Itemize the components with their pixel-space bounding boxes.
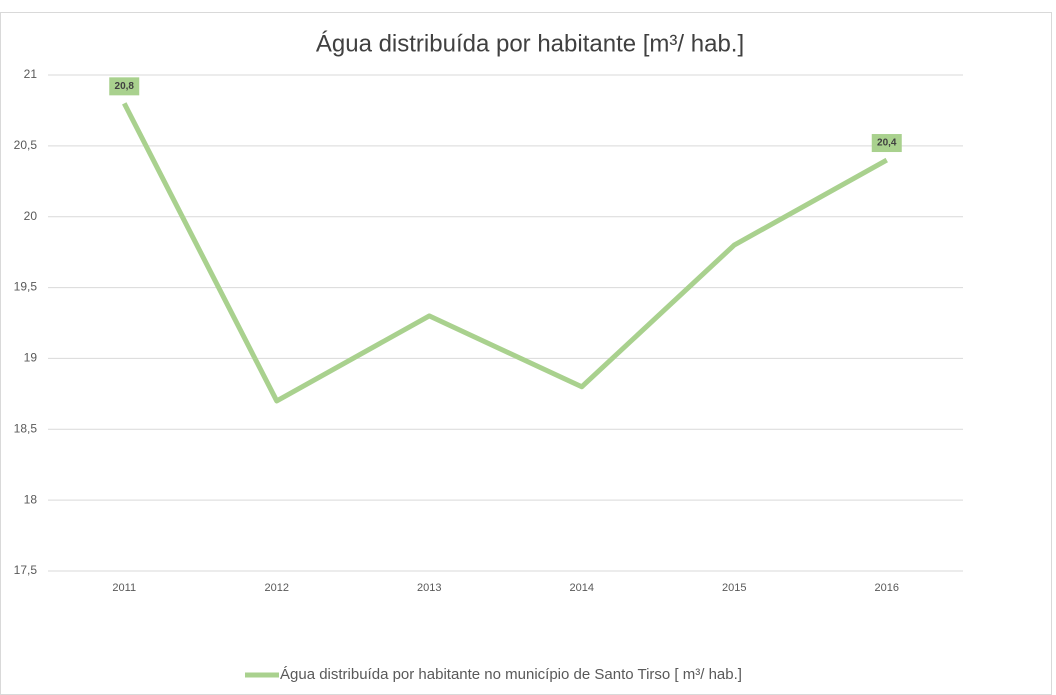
data-label-box [109, 77, 140, 96]
x-tick-label: 2015 [722, 582, 746, 594]
x-tick-label: 2012 [265, 582, 289, 594]
data-label: 20,8 [115, 81, 135, 92]
chart-frame [0, 12, 1052, 695]
y-tick-label: 17,5 [14, 563, 38, 577]
y-tick-label: 18,5 [14, 421, 38, 435]
x-tick-label: 2013 [417, 582, 441, 594]
data-label: 20,4 [877, 138, 897, 149]
y-tick-label: 20 [24, 209, 38, 223]
chart-title: Água distribuída por habitante [m³/ hab.… [316, 30, 744, 57]
x-tick-label: 2011 [112, 582, 136, 594]
data-line [122, 102, 888, 404]
y-tick-label: 19,5 [14, 280, 38, 294]
y-tick-label: 21 [24, 67, 38, 81]
y-tick-label: 19 [24, 351, 38, 365]
data-label-box [871, 134, 902, 153]
y-tick-label: 18 [24, 492, 38, 506]
y-tick-label: 20,5 [14, 138, 38, 152]
legend-label: Água distribuída por habitante no municí… [280, 666, 742, 683]
x-tick-label: 2016 [875, 582, 899, 594]
x-tick-label: 2014 [570, 582, 594, 594]
